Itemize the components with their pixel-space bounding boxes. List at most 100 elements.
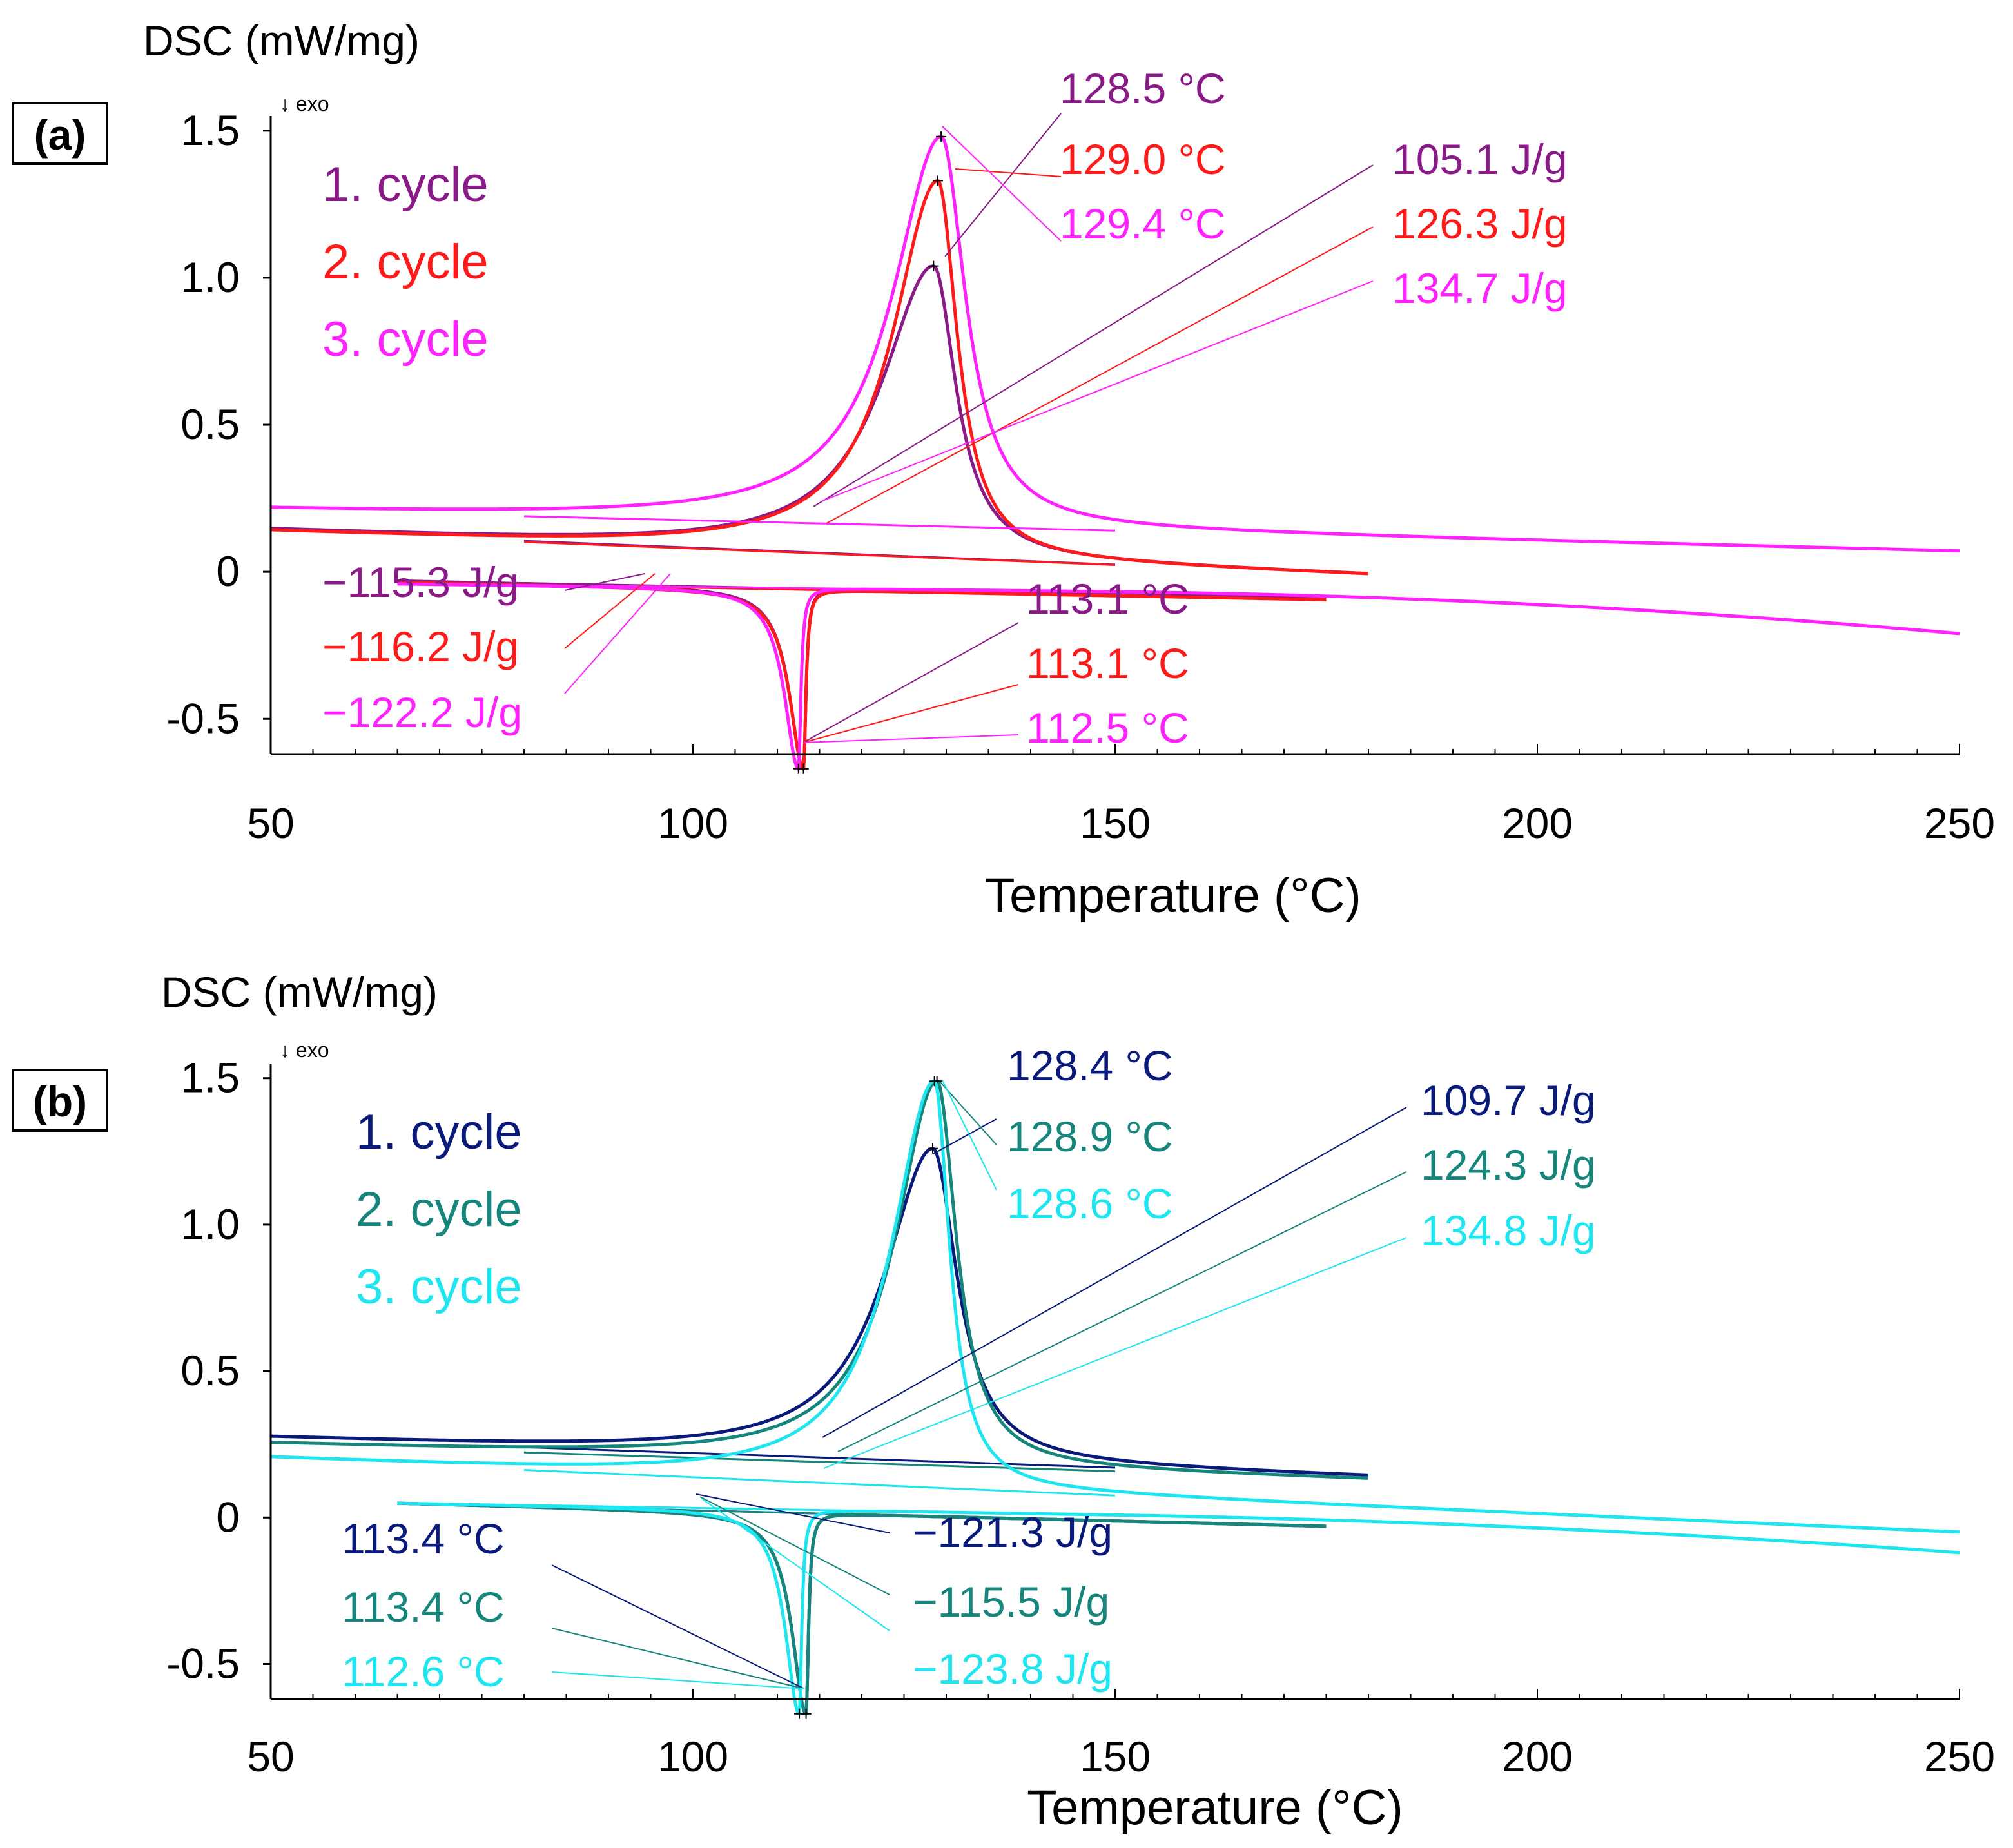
peak-marker — [936, 131, 947, 142]
cooling-peak-label: 113.1 °C — [1026, 639, 1189, 687]
peak-temperature-label: 129.4 °C — [1060, 200, 1226, 248]
y-tick-label: -0.5 — [166, 694, 240, 742]
x-tick-label: 200 — [1502, 1733, 1573, 1780]
grid-lines — [263, 1077, 271, 1665]
cooling-enthalpy-label: −123.8 J/g — [913, 1645, 1113, 1693]
enthalpy-label: 134.8 J/g — [1421, 1207, 1596, 1254]
y-tick-label: 1.5 — [180, 1054, 240, 1102]
cooling-peak-label: 112.6 °C — [342, 1648, 505, 1695]
leader-line — [942, 1080, 997, 1191]
integration-baseline — [523, 1451, 1116, 1473]
peak-temperature-label: 129.0 °C — [1060, 135, 1226, 183]
panel-label: (b) — [33, 1078, 87, 1125]
enthalpy-label: 105.1 J/g — [1392, 135, 1568, 183]
legend-entry: 1. cycle — [322, 157, 489, 212]
cooling-enthalpy-label: −122.2 J/g — [322, 688, 522, 736]
3-cycle-cooling-curve — [396, 1501, 1961, 1716]
cooling-enthalpy-label: −115.3 J/g — [322, 558, 519, 606]
annotation-leader-lines — [564, 113, 1374, 743]
peak-marker — [794, 1708, 805, 1719]
3-cycle-cooling-curve — [396, 582, 1961, 771]
integration-baseline — [523, 1468, 1116, 1497]
integration-baseline — [523, 515, 1116, 532]
x-tick-label: 250 — [1924, 1733, 1995, 1780]
peak-marker — [932, 175, 943, 186]
enthalpy-label: 109.7 J/g — [1421, 1076, 1596, 1124]
x-tick-label: 100 — [657, 799, 728, 847]
leader-line — [695, 1493, 890, 1533]
leader-line — [933, 1118, 997, 1154]
x-axis-title: Temperature (°C) — [1027, 1780, 1403, 1835]
cooling-peak-label: 113.4 °C — [342, 1583, 505, 1631]
leader-line — [942, 126, 1062, 242]
y-tick-label: 0 — [216, 547, 240, 595]
annotation-leader-lines — [551, 1080, 1407, 1689]
cooling-enthalpy-label: −116.2 J/g — [322, 623, 519, 670]
x-minor-ticks — [270, 1689, 1960, 1699]
legend-entry: 3. cycle — [322, 312, 489, 367]
3-cycle-heating-curve — [269, 1079, 1961, 1534]
cooling-enthalpy-label: −115.5 J/g — [913, 1578, 1109, 1626]
legend-entry: 3. cycle — [356, 1260, 522, 1314]
curves-layer — [269, 131, 1961, 774]
cooling-peak-label: 112.5 °C — [1026, 704, 1189, 752]
2-cycle-heating-curve — [269, 179, 1370, 576]
peak-temperature-label: 128.9 °C — [1007, 1113, 1173, 1160]
x-axis-title: Temperature (°C) — [985, 868, 1361, 923]
leader-line — [699, 1496, 890, 1595]
y-axis-title: DSC (mW/mg) — [143, 17, 420, 64]
x-tick-label: 50 — [247, 1733, 294, 1780]
y-tick-label: 0.5 — [180, 400, 240, 448]
leader-line — [802, 684, 1019, 743]
cooling-peak-label: 113.4 °C — [342, 1515, 505, 1562]
leader-line — [822, 1107, 1407, 1438]
enthalpy-label: 134.7 J/g — [1392, 264, 1568, 312]
leader-line — [551, 1628, 805, 1689]
integration-baseline — [523, 541, 1116, 566]
leader-line — [551, 1564, 805, 1689]
y-tick-label: 1.5 — [180, 106, 240, 154]
x-tick-label: 150 — [1080, 799, 1151, 847]
2-cycle-heating-curve — [269, 1079, 1370, 1480]
1-cycle-heating-curve — [269, 1147, 1370, 1477]
leader-line — [939, 1081, 997, 1145]
x-tick-label: 250 — [1924, 799, 1995, 847]
leader-line — [564, 573, 671, 694]
leader-line — [564, 573, 656, 649]
y-axis-title: DSC (mW/mg) — [161, 968, 438, 1016]
y-tick-label: -0.5 — [166, 1639, 240, 1687]
1-cycle-cooling-curve — [396, 1501, 1327, 1716]
panel-label-box — [12, 1069, 108, 1132]
leader-line — [564, 573, 645, 591]
grid-lines — [263, 130, 271, 720]
legend-entry: 2. cycle — [322, 235, 489, 289]
peak-temperature-label: 128.5 °C — [1060, 64, 1226, 112]
3-cycle-heating-curve — [269, 135, 1961, 553]
leader-line — [821, 280, 1374, 502]
leader-line — [802, 734, 1019, 743]
2-cycle-cooling-curve — [396, 1501, 1327, 1716]
leader-line — [813, 164, 1374, 507]
y-tick-label: 1.0 — [180, 253, 240, 301]
exo-direction-marker: ↓ exo — [280, 92, 329, 115]
leader-line — [823, 1237, 1407, 1469]
cooling-enthalpy-label: −121.3 J/g — [913, 1508, 1113, 1556]
leader-line — [837, 1171, 1407, 1452]
leader-line — [551, 1671, 805, 1689]
panel-b: DSC (mW/mg) ↓ exo (b) 50 100 150 200 250… — [12, 968, 1995, 1835]
legend-entry: 1. cycle — [356, 1105, 522, 1160]
leader-line — [802, 622, 1019, 743]
leader-line — [955, 168, 1062, 177]
cooling-peak-label: 113.1 °C — [1026, 575, 1189, 623]
enthalpy-label: 124.3 J/g — [1421, 1141, 1596, 1189]
panel-a: DSC (mW/mg) ↓ exo (a) 50 100 150 200 250… — [12, 17, 1995, 923]
leader-line — [702, 1499, 890, 1631]
panel-label-box — [12, 102, 108, 165]
exo-direction-marker: ↓ exo — [280, 1038, 329, 1062]
x-tick-label: 100 — [657, 1733, 728, 1780]
peak-temperature-label: 128.6 °C — [1007, 1180, 1173, 1227]
x-tick-label: 200 — [1502, 799, 1573, 847]
y-tick-label: 0.5 — [180, 1347, 240, 1394]
x-minor-ticks — [270, 744, 1960, 754]
